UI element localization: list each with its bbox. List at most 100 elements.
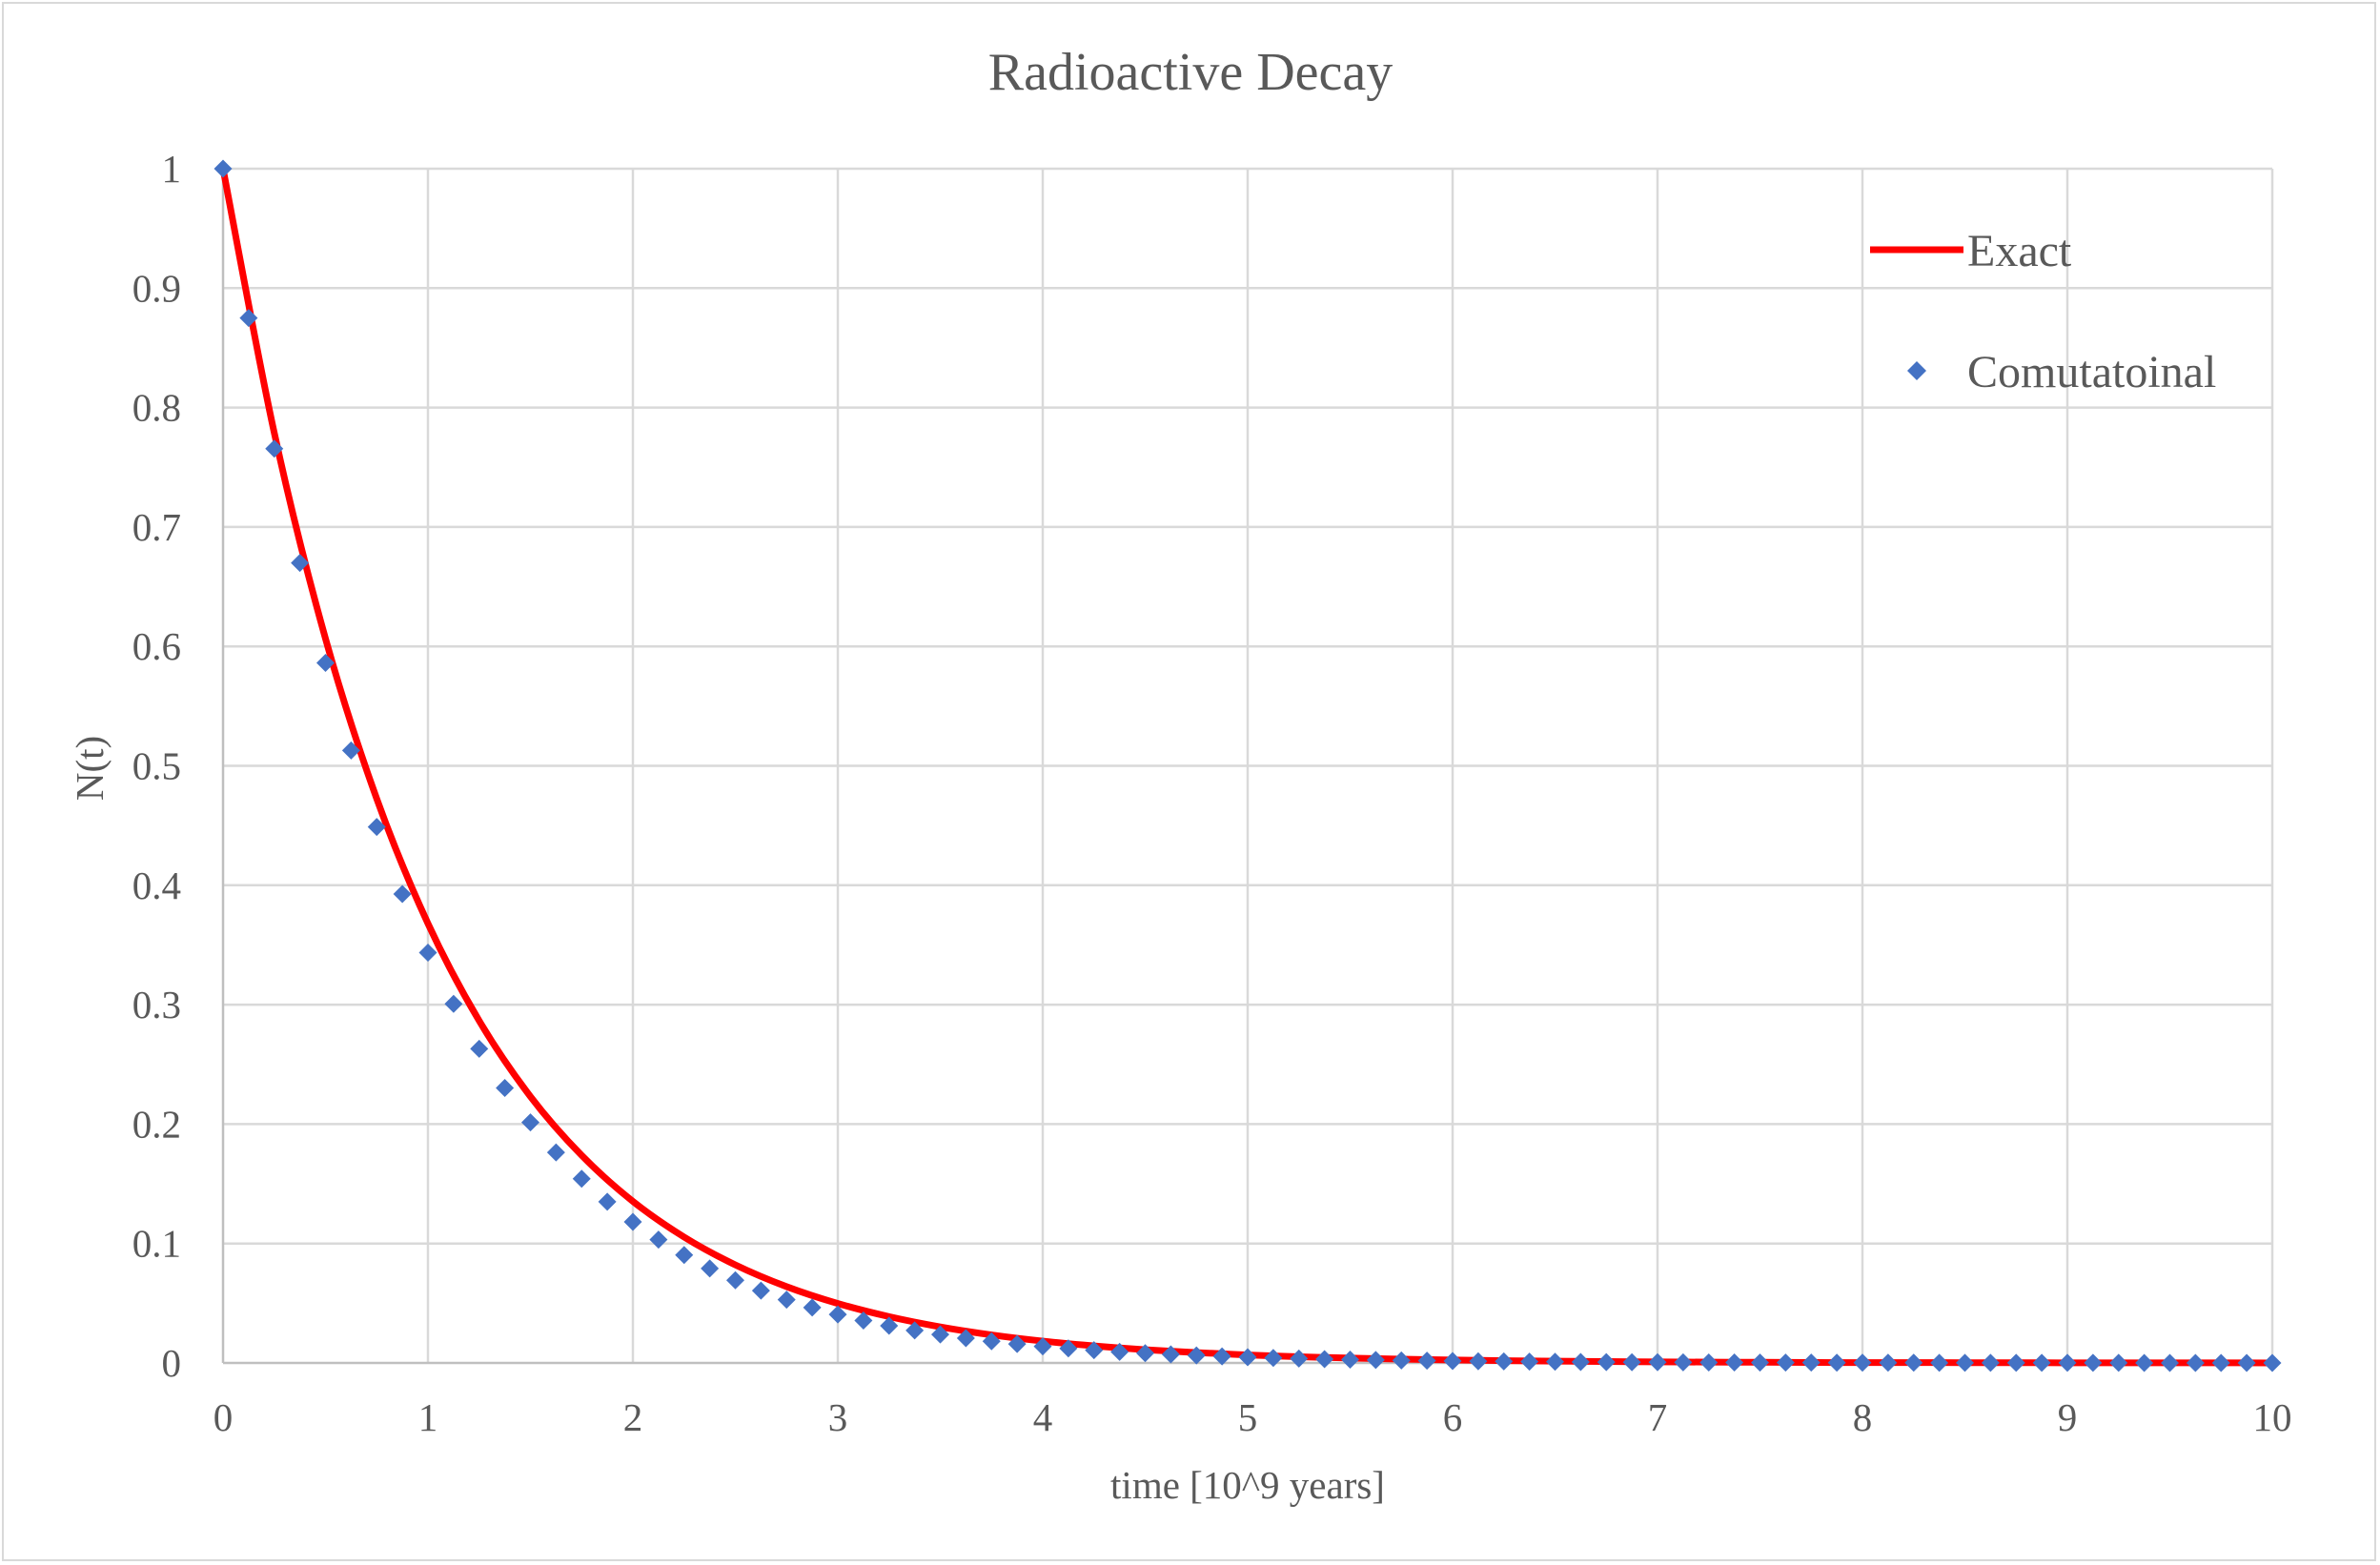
series-computational-point xyxy=(1751,1353,1769,1372)
y-tick-label: 0.2 xyxy=(132,1102,181,1146)
series-computational-point xyxy=(2084,1353,2103,1372)
series-computational-point xyxy=(1622,1352,1641,1372)
series-computational-point xyxy=(1187,1346,1206,1365)
series-computational-point xyxy=(905,1321,925,1340)
series-computational-point xyxy=(291,554,310,573)
series-computational-point xyxy=(1930,1353,1949,1372)
series-computational-point xyxy=(2161,1353,2179,1372)
series-computational-point xyxy=(393,884,412,904)
series-computational-point xyxy=(1801,1353,1821,1372)
series-computational-point xyxy=(1264,1349,1283,1368)
series-computational-point xyxy=(2186,1353,2205,1372)
x-tick-label: 4 xyxy=(1033,1395,1053,1439)
x-tick-label: 5 xyxy=(1238,1395,1258,1439)
series-computational-point xyxy=(1469,1352,1488,1371)
x-tick-label: 8 xyxy=(1853,1395,1873,1439)
series-computational-point xyxy=(931,1325,949,1344)
series-computational-point xyxy=(803,1298,822,1317)
series-computational-point xyxy=(470,1039,489,1058)
legend-label-exact: Exact xyxy=(1967,226,2072,276)
series-computational-point xyxy=(521,1113,539,1132)
series-computational-point xyxy=(1725,1352,1744,1372)
series-computational-point xyxy=(572,1169,591,1189)
x-tick-label: 1 xyxy=(418,1395,438,1439)
series-computational-point xyxy=(982,1331,1001,1351)
series-computational-point xyxy=(1033,1337,1052,1356)
series-computational-point xyxy=(2109,1353,2128,1372)
series-computational-point xyxy=(1776,1353,1795,1372)
y-axis-title: N(t) xyxy=(68,736,112,801)
series-computational-point xyxy=(496,1079,515,1098)
series-computational-point xyxy=(675,1246,694,1265)
series-computational-point xyxy=(1238,1348,1257,1367)
series-computational-point xyxy=(1443,1352,1462,1371)
y-tick-label: 0.5 xyxy=(132,744,181,788)
series-computational-point xyxy=(701,1259,720,1278)
series-computational-point xyxy=(316,653,335,672)
y-tick-label: 1 xyxy=(162,147,182,191)
series-computational-point xyxy=(751,1281,770,1300)
series-computational-point xyxy=(1341,1350,1359,1369)
series-computational-point xyxy=(367,818,386,837)
series-computational-point xyxy=(2032,1353,2051,1372)
series-computational-point xyxy=(956,1329,975,1348)
series-computational-point xyxy=(1648,1352,1667,1372)
series-computational-point xyxy=(1981,1353,2000,1372)
x-tick-label: 9 xyxy=(2058,1395,2078,1439)
series-computational-point xyxy=(418,943,437,962)
series-layer xyxy=(214,159,2282,1372)
series-computational-point xyxy=(828,1305,847,1324)
series-computational-point xyxy=(341,741,360,760)
y-tick-label: 0.8 xyxy=(132,386,181,430)
legend: Exact Comutatoinal xyxy=(1870,226,2216,397)
chart-title: Radioactive Decay xyxy=(988,43,1393,102)
series-computational-point xyxy=(1699,1352,1719,1372)
y-tick-label: 0.3 xyxy=(132,983,181,1026)
series-computational-point xyxy=(1417,1352,1436,1371)
grid xyxy=(223,167,2274,1363)
x-tick-label: 6 xyxy=(1443,1395,1463,1439)
series-computational-point xyxy=(265,439,284,458)
series-computational-point xyxy=(2237,1353,2256,1372)
y-tick-label: 0.7 xyxy=(132,505,181,549)
series-computational-point xyxy=(1495,1352,1514,1371)
series-computational-point xyxy=(444,994,463,1013)
series-computational-point xyxy=(2135,1353,2154,1372)
series-computational-point xyxy=(1161,1345,1180,1364)
series-computational-point xyxy=(726,1270,744,1290)
x-tick-label: 2 xyxy=(623,1395,643,1439)
y-tick-label: 0.4 xyxy=(132,864,181,907)
series-computational-point xyxy=(1904,1353,1923,1372)
y-tick-label: 0.1 xyxy=(132,1222,181,1266)
series-computational-point xyxy=(1290,1349,1309,1368)
series-computational-point xyxy=(1136,1344,1154,1363)
series-computational-point xyxy=(623,1212,642,1231)
series-computational-point xyxy=(1853,1353,1872,1372)
x-tick-label: 3 xyxy=(828,1395,848,1439)
series-computational-point xyxy=(1597,1352,1616,1372)
x-tick-label: 10 xyxy=(2253,1395,2292,1439)
series-computational-point xyxy=(1879,1353,1898,1372)
series-computational-point xyxy=(1571,1352,1590,1372)
series-computational-point xyxy=(239,309,258,328)
y-tick-label: 0 xyxy=(162,1341,182,1385)
legend-label-computational: Comutatoinal xyxy=(1967,347,2216,397)
series-computational-point xyxy=(777,1291,796,1310)
series-computational-point xyxy=(1546,1352,1564,1372)
series-computational-point xyxy=(649,1230,668,1250)
series-computational-point xyxy=(2263,1353,2282,1372)
series-computational-point xyxy=(1827,1353,1846,1372)
series-computational-point xyxy=(598,1192,617,1211)
series-computational-point xyxy=(546,1143,565,1162)
series-computational-point xyxy=(1520,1352,1539,1372)
y-axis-ticks: 0 0.1 0.2 0.3 0.4 0.5 0.6 0.7 0.8 0.9 1 xyxy=(132,147,181,1385)
series-computational-point xyxy=(1059,1339,1078,1358)
series-computational-point xyxy=(1674,1352,1693,1372)
series-computational-point xyxy=(880,1316,899,1335)
series-exact-line xyxy=(219,168,2273,1367)
series-computational-point xyxy=(854,1311,873,1331)
x-axis-title: time [10^9 years] xyxy=(1110,1463,1385,1507)
x-axis-ticks: 0 1 2 3 4 5 6 7 8 9 10 xyxy=(214,1395,2292,1439)
